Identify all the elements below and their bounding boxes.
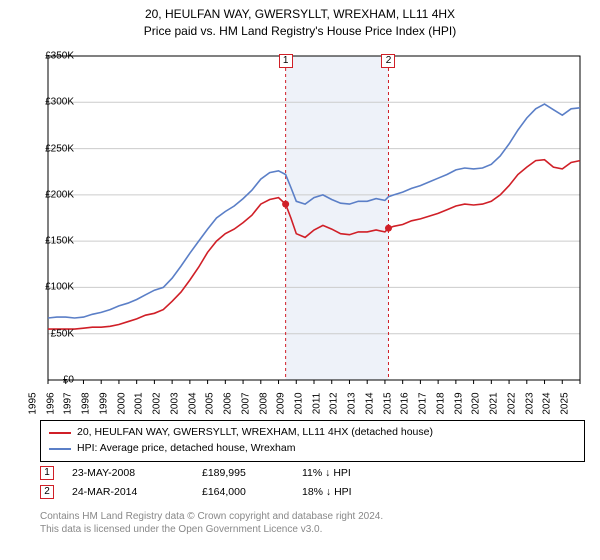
x-tick-label: 2020 (471, 389, 482, 419)
y-tick-label: £200K (24, 189, 74, 200)
sales-diff: 18% ↓ HPI (302, 483, 402, 502)
x-tick-label: 2001 (134, 389, 145, 419)
x-tick-label: 2010 (294, 389, 305, 419)
x-tick-label: 2007 (240, 389, 251, 419)
x-tick-label: 2012 (329, 389, 340, 419)
chart-svg (40, 48, 588, 388)
title-line-2: Price paid vs. HM Land Registry's House … (0, 23, 600, 40)
x-tick-label: 2024 (542, 389, 553, 419)
x-tick-label: 2002 (152, 389, 163, 419)
sales-marker: 2 (40, 485, 54, 499)
sales-marker-num: 2 (44, 486, 50, 497)
x-tick-label: 2015 (382, 389, 393, 419)
x-tick-label: 2013 (347, 389, 358, 419)
x-tick-label: 2014 (364, 389, 375, 419)
footer-line-1: Contains HM Land Registry data © Crown c… (40, 510, 383, 523)
x-tick-label: 1995 (28, 389, 39, 419)
x-tick-label: 2003 (169, 389, 180, 419)
x-tick-label: 1997 (63, 389, 74, 419)
title-block: 20, HEULFAN WAY, GWERSYLLT, WREXHAM, LL1… (0, 0, 600, 40)
sales-row: 1 23-MAY-2008 £189,995 11% ↓ HPI (40, 464, 402, 483)
legend-swatch (49, 432, 71, 434)
y-tick-label: £100K (24, 282, 74, 293)
sales-date: 24-MAR-2014 (72, 483, 202, 502)
sales-table: 1 23-MAY-2008 £189,995 11% ↓ HPI 2 24-MA… (40, 464, 402, 502)
x-tick-label: 2017 (418, 389, 429, 419)
legend-text: HPI: Average price, detached house, Wrex… (77, 441, 296, 457)
chart-marker-box: 1 (279, 54, 293, 68)
x-tick-label: 2023 (524, 389, 535, 419)
y-tick-label: £50K (24, 328, 74, 339)
sales-row: 2 24-MAR-2014 £164,000 18% ↓ HPI (40, 483, 402, 502)
x-tick-label: 2021 (489, 389, 500, 419)
y-tick-label: £0 (24, 375, 74, 386)
x-tick-label: 2022 (506, 389, 517, 419)
x-tick-label: 2019 (453, 389, 464, 419)
y-tick-label: £350K (24, 51, 74, 62)
sales-date: 23-MAY-2008 (72, 464, 202, 483)
footer: Contains HM Land Registry data © Crown c… (40, 510, 383, 536)
legend-row: 20, HEULFAN WAY, GWERSYLLT, WREXHAM, LL1… (49, 425, 576, 441)
x-tick-label: 2011 (311, 389, 322, 419)
x-tick-label: 1996 (45, 389, 56, 419)
y-tick-label: £300K (24, 97, 74, 108)
x-tick-label: 1999 (98, 389, 109, 419)
title-line-1: 20, HEULFAN WAY, GWERSYLLT, WREXHAM, LL1… (0, 6, 600, 23)
legend-text: 20, HEULFAN WAY, GWERSYLLT, WREXHAM, LL1… (77, 425, 433, 441)
sales-marker: 1 (40, 466, 54, 480)
x-tick-label: 2009 (276, 389, 287, 419)
x-tick-label: 1998 (81, 389, 92, 419)
x-tick-label: 2004 (187, 389, 198, 419)
chart-container: 20, HEULFAN WAY, GWERSYLLT, WREXHAM, LL1… (0, 0, 600, 560)
x-tick-label: 2025 (560, 389, 571, 419)
x-tick-label: 2008 (258, 389, 269, 419)
legend-row: HPI: Average price, detached house, Wrex… (49, 441, 576, 457)
chart-marker-box: 2 (381, 54, 395, 68)
x-tick-label: 2016 (400, 389, 411, 419)
y-tick-label: £250K (24, 143, 74, 154)
x-tick-label: 2005 (205, 389, 216, 419)
sales-price: £164,000 (202, 483, 302, 502)
x-tick-label: 2006 (223, 389, 234, 419)
x-tick-label: 2018 (435, 389, 446, 419)
y-tick-label: £150K (24, 236, 74, 247)
sales-price: £189,995 (202, 464, 302, 483)
legend-swatch (49, 448, 71, 450)
sales-marker-num: 1 (44, 467, 50, 478)
legend: 20, HEULFAN WAY, GWERSYLLT, WREXHAM, LL1… (40, 420, 585, 462)
footer-line-2: This data is licensed under the Open Gov… (40, 523, 383, 536)
sales-diff: 11% ↓ HPI (302, 464, 402, 483)
chart-area: £0£50K£100K£150K£200K£250K£300K£350K 199… (40, 48, 588, 388)
x-tick-label: 2000 (116, 389, 127, 419)
